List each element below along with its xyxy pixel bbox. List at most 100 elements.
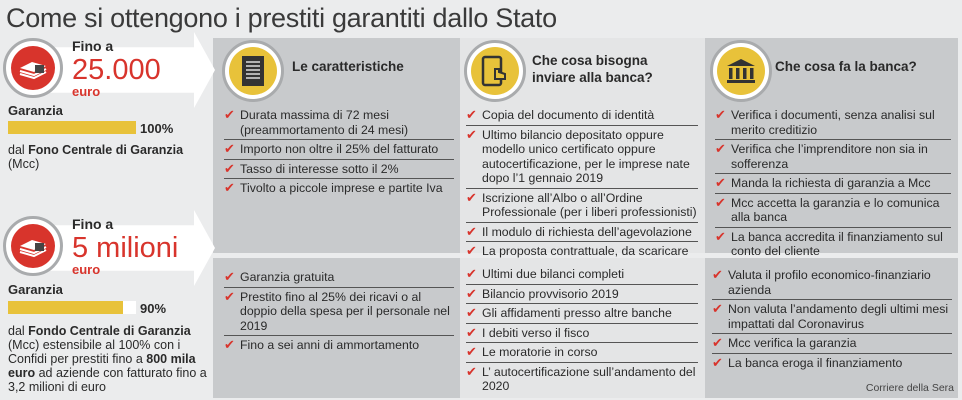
panel-inviare-bottom (460, 258, 705, 398)
tier2-percent: 90% (140, 301, 167, 316)
list-item-text: Tasso di interesse sotto il 2% (240, 161, 399, 176)
list-item-text: La banca accredita il finanziamento sul … (731, 229, 943, 259)
list-item-text: Gli affidamenti presso altre banche (482, 306, 672, 320)
tier1-description: dal Fono Centrale di Garanzia (Mcc) (8, 143, 213, 171)
list-item: ✔ La proposta contrattuale, da scaricare (466, 243, 698, 261)
check-icon: ✔ (715, 194, 726, 210)
description-segment: Fondo Centrale di Garanzia (28, 324, 191, 338)
tier2-garanzia-label: Garanzia (8, 282, 63, 297)
check-icon: ✔ (712, 354, 723, 370)
list-item: ✔ Iscrizione all’Albo o all’Ordine Profes… (466, 189, 698, 223)
list-item: ✔ La banca accredita il finanziamento sul… (715, 229, 951, 261)
list-item: ✔ Copia del documento di identità (466, 107, 698, 126)
list-item: ✔ Manda la richiesta di garanzia a Mcc (715, 175, 951, 194)
list-item: ✔ Bilancio provvisorio 2019 (466, 286, 698, 304)
panel-caratteristiche-bottom (213, 258, 460, 398)
check-icon: ✔ (224, 141, 235, 156)
check-icon: ✔ (466, 189, 477, 205)
tier1-unit: euro (72, 84, 101, 99)
tier2-amount: 5 milioni (72, 232, 179, 264)
list-item-text: Mcc accetta la garanzia e lo comunica al… (731, 195, 940, 225)
list-item: ✔ Importo non oltre il 25% del fatturato (224, 141, 454, 160)
tier2-guarantee-fill (8, 301, 124, 314)
tier1-amount: 25.000 (72, 54, 161, 86)
money-stack-icon (3, 216, 63, 276)
check-icon: ✔ (224, 160, 235, 176)
tier1-garanzia-label: Garanzia (8, 103, 63, 118)
list-item-text: I debiti verso il fisco (482, 325, 590, 340)
tier1-guarantee-fill (8, 121, 136, 134)
banca-list-bottom: ✔ Valuta il profilo economico-finanziario… (712, 267, 952, 374)
list-item: ✔ La banca eroga il finanziamento (712, 354, 952, 373)
list-item: ✔ Fino a sei anni di ammortamento (224, 337, 454, 355)
list-item: ✔ Mcc accetta la garanzia e lo comunica a… (715, 194, 951, 228)
list-item: ✔ I debiti verso il fisco (466, 324, 698, 343)
tier2-guarantee-bar (8, 301, 136, 314)
description-segment: di Garanzia (115, 143, 184, 157)
check-icon: ✔ (466, 107, 477, 122)
list-item: ✔ Prestito fino al 25% dei ricavi o al do… (224, 288, 454, 336)
list-item: ✔ L’ autocertificazione sull’andamento de… (466, 363, 698, 396)
check-icon: ✔ (466, 344, 477, 359)
list-item-text: Verifica che l’imprenditore non sia in s… (731, 142, 928, 171)
list-item-text: Durata massima di 72 mesi (preammortamen… (240, 108, 409, 137)
list-item-text: Copia del documento di identità (482, 108, 655, 122)
check-icon: ✔ (224, 269, 235, 284)
list-item-text: Iscrizione all’Albo o all’Ordine Profess… (482, 190, 697, 220)
list-item-text: L’ autocertificazione sull’andamento del… (482, 364, 696, 394)
list-item: ✔ Ultimi due bilanci completi (466, 266, 698, 285)
list-item: ✔ Verifica che l’imprenditore non sia in … (715, 141, 951, 174)
list-item: ✔ Gli affidamenti presso altre banche (466, 305, 698, 324)
list-item-text: Garanzia gratuita (240, 270, 335, 284)
list-item: ✔ Tivolto a piccole imprese e partite Iva (224, 180, 454, 198)
check-icon: ✔ (466, 305, 477, 320)
check-icon: ✔ (712, 267, 723, 282)
check-icon: ✔ (466, 243, 477, 258)
tablet-touch-icon (464, 40, 526, 102)
check-icon: ✔ (466, 324, 477, 340)
list-item-text: Valuta il profilo economico-finanziario … (728, 268, 931, 297)
caratteristiche-list-top: ✔ Durata massima di 72 mesi (preammortame… (224, 107, 454, 200)
banca-list-top: ✔ Verifica i documenti, senza analisi sul… (715, 107, 951, 263)
tier2-description: dal Fondo Centrale di Garanzia (Mcc) est… (8, 324, 213, 394)
tier1-percent: 100% (140, 121, 174, 136)
document-icon (222, 40, 284, 102)
list-item-text: Fino a sei anni di ammortamento (240, 338, 420, 352)
list-item: ✔ Non valuta l’andamento degli ultimi mes… (712, 301, 952, 334)
list-item: ✔ Tasso di interesse sotto il 2% (224, 160, 454, 179)
caratteristiche-list-bottom: ✔ Garanzia gratuita ✔ Prestito fino al 25% … (224, 269, 454, 357)
list-item: ✔ Il modulo di richiesta dell’agevolazion… (466, 223, 698, 242)
list-item-text: Mcc verifica la garanzia (728, 336, 857, 350)
list-item: ✔ Verifica i documenti, senza analisi sul… (715, 107, 951, 140)
check-icon: ✔ (224, 107, 235, 122)
list-item-text: Manda la richiesta di garanzia a Mcc (731, 176, 931, 190)
check-icon: ✔ (466, 126, 477, 142)
inviare-list-top: ✔ Copia del documento di identità ✔ Ultimo … (466, 107, 698, 263)
list-item-text: Verifica i documenti, senza analisi sul … (731, 108, 935, 137)
check-icon: ✔ (715, 107, 726, 122)
source-credit: Corriere della Sera (865, 382, 954, 394)
check-icon: ✔ (715, 141, 726, 156)
check-icon: ✔ (224, 288, 235, 304)
inviare-list-bottom: ✔ Ultimi due bilanci completi ✔ Bilancio pr… (466, 266, 698, 398)
tier2-fino: Fino a (72, 216, 114, 232)
check-icon: ✔ (466, 223, 477, 239)
list-item: ✔ Mcc verifica la garanzia (712, 335, 952, 354)
list-item-text: Le moratorie in corso (482, 345, 598, 359)
list-item-text: Non valuta l’andamento degli ultimi mesi… (728, 302, 949, 331)
list-item-text: Prestito fino al 25% dei ricavi o al dop… (240, 289, 450, 333)
description-segment: dal (8, 143, 29, 157)
page-title: Come si ottengono i prestiti garantiti d… (6, 3, 557, 33)
check-icon: ✔ (466, 266, 477, 281)
check-icon: ✔ (224, 337, 235, 352)
list-item-text: La banca eroga il finanziamento (728, 355, 903, 370)
list-item: ✔ Garanzia gratuita (224, 269, 454, 288)
money-stack-icon (3, 38, 63, 98)
check-icon: ✔ (712, 301, 723, 316)
column-title-inviare: Che cosa bisogna inviare alla banca? (532, 53, 653, 85)
check-icon: ✔ (466, 363, 477, 379)
list-item-text: Importo non oltre il 25% del fatturato (240, 142, 439, 156)
list-item-text: Bilancio provvisorio 2019 (482, 286, 619, 301)
check-icon: ✔ (712, 335, 723, 350)
description-segment: dal (8, 324, 29, 338)
